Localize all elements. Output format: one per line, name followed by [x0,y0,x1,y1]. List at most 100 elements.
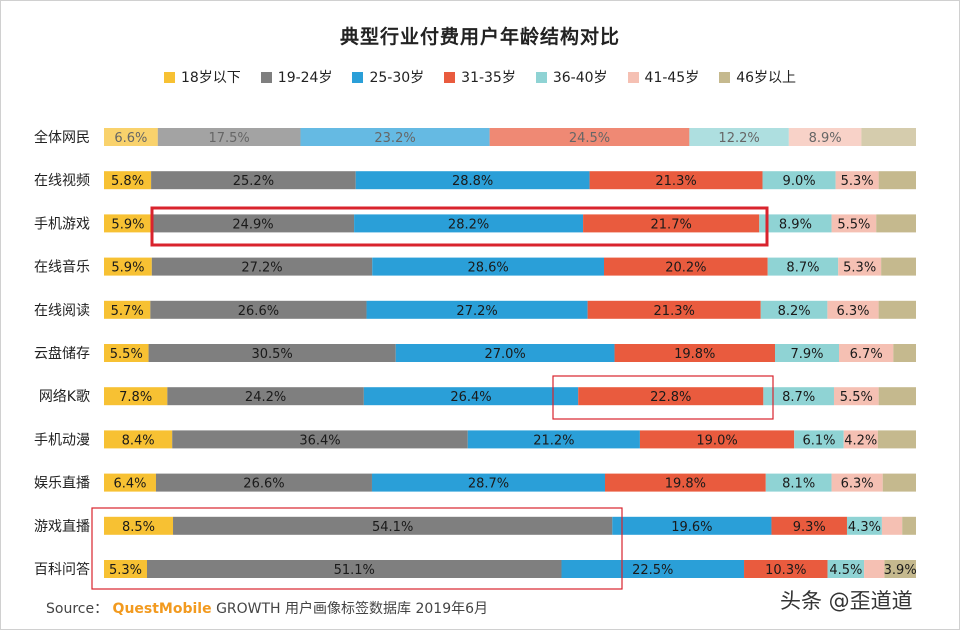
bar-segment [827,300,879,319]
chart-title: 典型行业付费用户年龄结构对比 [339,26,620,48]
bar-segment [902,516,916,535]
data-label: 27.2% [241,261,282,276]
data-label: 19.8% [665,477,706,492]
legend-label: 19-24岁 [277,70,333,86]
data-label: 26.6% [238,304,279,319]
source-prefix: Source： [46,601,109,617]
data-label: 17.5% [208,131,249,146]
chart-legend: 18岁以下 19-24岁 25-30岁 31-35岁 36-40岁 41-45岁 46岁以上 [0,67,960,87]
bar-segment [639,430,795,449]
bar-segment [157,128,301,146]
bar-segment [881,516,903,535]
bar-segment [104,387,168,406]
data-label: 6.7% [850,347,883,362]
data-label: 22.5% [632,563,673,578]
data-label: 21.3% [654,304,695,319]
highlight-box [91,507,623,590]
bar-segment [146,560,562,578]
highlight-box [552,375,774,420]
data-label: 6.6% [114,131,147,146]
data-label: 5.5% [840,390,873,405]
data-label: 3.9% [884,563,917,578]
data-label: 6.3% [836,304,869,319]
bar-segment [614,344,775,362]
bar-segment [838,257,882,276]
bar-segment [148,344,396,362]
data-label: 54.1% [372,520,413,535]
legend-label: 18岁以下 [180,70,241,86]
bar-segment [881,257,916,276]
category-label: 在线阅读 [34,302,90,319]
bar-segment [760,300,828,319]
bar-segment [371,473,605,492]
data-label: 26.6% [243,477,284,492]
bar-segment [605,473,766,492]
data-label: 6.1% [802,433,835,448]
bar-segment [763,387,834,406]
data-label: 12.2% [718,131,759,146]
bar-segment [843,430,878,449]
bar-segment [300,128,490,146]
data-label: 28.2% [448,217,489,232]
bar-segment [155,473,372,492]
data-label: 9.0% [783,174,816,189]
bar-segment [104,430,173,449]
bar-segment [839,344,894,362]
data-label: 30.5% [251,347,292,362]
bar-segment [765,473,832,492]
bar-segment [833,387,879,406]
bar-segment [104,214,152,233]
bar-segment [744,560,828,578]
bar-segment [104,257,152,276]
data-label: 8.9% [779,217,812,232]
bar-segment [771,516,847,535]
data-label: 5.3% [841,174,874,189]
data-label: 5.9% [111,261,144,276]
legend-swatch [163,71,175,83]
bar-segment [467,430,640,449]
data-label: 27.0% [484,347,525,362]
source-text: GROWTH 用户画像标签数据库 2019年6月 [216,601,489,617]
legend-item: 19-24岁 [260,67,333,87]
bar-segment [762,171,836,190]
legend-swatch [719,71,731,83]
bar-segment [583,214,760,233]
legend-item: 46岁以上 [719,67,796,87]
data-label: 22.8% [650,390,691,405]
data-label: 8.9% [809,131,842,146]
bar-segment [151,257,373,276]
data-label: 8.7% [782,390,815,405]
data-label: 5.5% [837,217,870,232]
data-label: 9.3% [793,520,826,535]
bar-segment [151,171,356,190]
data-label: 24.9% [232,217,273,232]
bar-segment [104,560,147,578]
bar-segment [489,128,690,146]
category-label: 手机动漫 [34,432,90,448]
data-label: 8.5% [122,520,155,535]
bar-segment [861,128,916,146]
bar-segment [689,128,789,146]
bar-segment [173,516,613,535]
category-label: 在线视频 [34,173,90,189]
data-label: 8.4% [122,433,155,448]
bar-segment [612,516,772,535]
bar-segment [587,300,761,319]
data-label: 5.5% [110,347,143,362]
category-label: 游戏直播 [34,518,90,535]
bar-segment [846,516,882,535]
bar-segment [578,387,764,406]
category-label: 网络K歌 [39,389,90,405]
data-label: 21.2% [533,433,574,448]
bar-segment [774,344,840,362]
highlight-box [150,206,769,247]
data-label: 25.2% [233,174,274,189]
category-label: 百科问答 [34,561,90,578]
legend-label: 36-40岁 [552,70,608,86]
bar-segment [767,257,839,276]
bar-segment [355,171,590,190]
legend-swatch [352,71,364,83]
data-label: 5.7% [111,304,144,319]
bar-segment [172,430,468,449]
